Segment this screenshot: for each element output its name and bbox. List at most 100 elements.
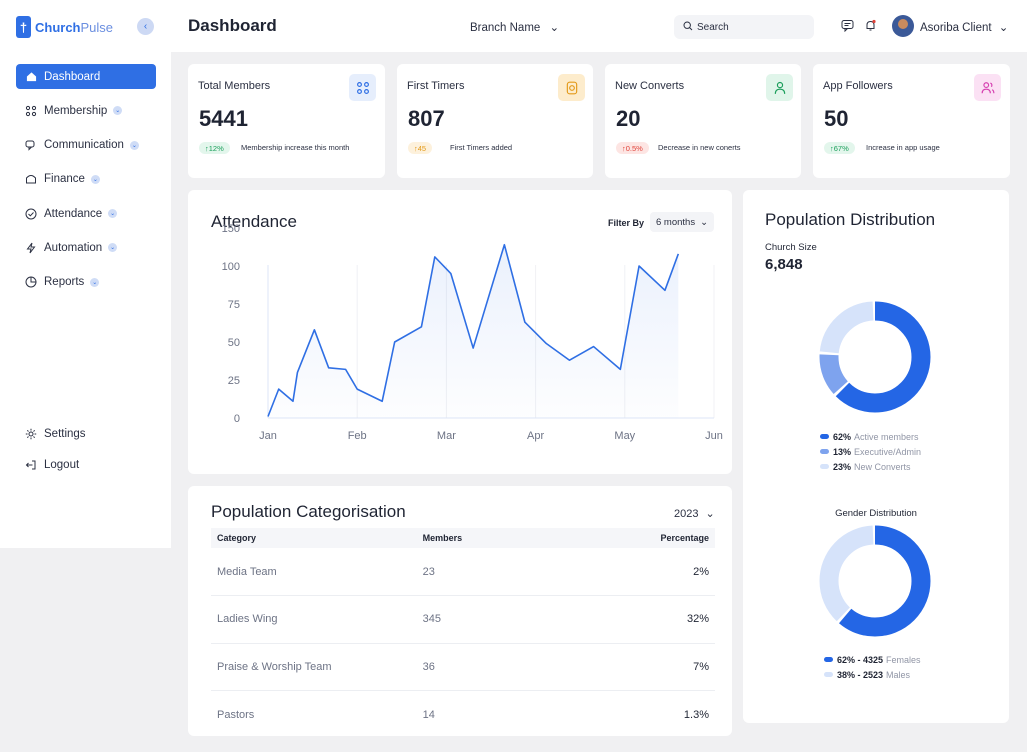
sidebar-item-label: Membership: [44, 104, 108, 117]
table-row: Media Team 23 2%: [211, 548, 715, 596]
attendance-chart: Jan Feb Mar Apr May Jun 0 25 50 75 100 150: [222, 223, 723, 442]
stat-badge: ↑67%: [824, 142, 855, 154]
category-cell: Ladies Wing: [211, 595, 417, 644]
chevron-down-icon[interactable]: ⌄: [113, 106, 123, 116]
legend-pct: 38% - 2523: [837, 669, 884, 680]
year-dropdown[interactable]: 2023 ⌄: [674, 507, 715, 520]
year-value: 2023: [674, 508, 699, 520]
sidebar-item-label: Communication: [44, 139, 124, 152]
chevron-down-icon: ⌄: [549, 22, 560, 34]
gender-legend: 62% - 4325 Females 38% - 2523 Males: [824, 652, 921, 682]
app-name: ChurchPulse: [35, 20, 113, 35]
legend-label: Executive/Admin: [854, 446, 922, 457]
logout-label: Logout: [44, 458, 80, 471]
attendance-title: Attendance: [211, 212, 298, 231]
gear-icon: [25, 428, 37, 440]
messages-icon[interactable]: [841, 19, 854, 35]
stat-card-new-converts[interactable]: New Converts 20 ↑0.5% Decrease in new co…: [605, 64, 801, 178]
sidebar-item-reports[interactable]: Reports ⌄: [16, 270, 156, 295]
distribution-card: Population Distribution Church Size 6,84…: [743, 190, 1009, 723]
legend-swatch: [820, 434, 829, 439]
gender-slice: [819, 525, 931, 637]
attendance-card: Attendance Filter By 6 months ⌄ Jan Feb Ma…: [188, 190, 732, 474]
legend-pct: 23%: [833, 461, 852, 472]
notification-bell-icon[interactable]: [864, 19, 877, 35]
sidebar: † ChurchPulse ‹ Dashboard Membership ⌄ C…: [0, 0, 171, 548]
sidebar-item-label: Automation: [44, 241, 103, 254]
legend-pct: 13%: [833, 446, 852, 457]
people-icon: [349, 74, 376, 101]
chat-icon: [25, 139, 37, 151]
search-input[interactable]: Search: [674, 15, 814, 39]
filter-label: Filter By: [608, 218, 645, 228]
chevron-down-icon[interactable]: ⌄: [108, 243, 118, 253]
stat-card-app-followers[interactable]: App Followers 50 ↑67% Increase in app us…: [813, 64, 1010, 178]
branch-selector[interactable]: Branch Name ⌄: [470, 20, 559, 34]
legend-label: Active members: [854, 431, 919, 442]
stat-title: New Converts: [615, 80, 685, 92]
category-cell: Praise & Worship Team: [211, 643, 417, 691]
settings-link[interactable]: Settings: [16, 421, 156, 446]
legend-pct: 62%: [833, 431, 852, 442]
sidebar-item-label: Attendance: [44, 207, 103, 220]
settings-label: Settings: [44, 427, 86, 440]
bolt-icon: [25, 242, 37, 254]
categorisation-table: Category Members Percentage Media Team 2…: [211, 528, 715, 738]
x-tick-label: Apr: [527, 430, 544, 442]
sidebar-bottom-nav: Settings Logout: [16, 421, 156, 483]
column-header-category: Category: [211, 528, 417, 548]
church-size-value: 6,848: [765, 256, 803, 273]
legend-label: Males: [886, 669, 911, 680]
stat-card-first-timers[interactable]: First Timers 807 ↑45 First Timers added: [397, 64, 593, 178]
percentage-cell: 2%: [616, 548, 715, 596]
logout-icon: [25, 459, 37, 471]
stat-title: First Timers: [407, 80, 465, 92]
user-menu[interactable]: Asoriba Client ⌄: [920, 20, 1008, 34]
legend-item: 62% - 4325 Females: [824, 652, 921, 667]
stat-value: 5441: [199, 106, 248, 131]
category-cell: Pastors: [217, 708, 255, 721]
stat-card-total-members[interactable]: Total Members 5441 ↑12% Membership incre…: [188, 64, 385, 178]
sidebar-item-attendance[interactable]: Attendance ⌄: [16, 201, 156, 226]
legend-item: 62% Active members: [820, 429, 921, 444]
filter-dropdown[interactable]: 6 months ⌄: [650, 212, 715, 232]
x-tick-label: Mar: [437, 430, 456, 442]
chevron-down-icon[interactable]: ⌄: [90, 277, 100, 287]
y-tick-label: 50: [228, 337, 240, 349]
sidebar-item-automation[interactable]: Automation ⌄: [16, 235, 156, 260]
chevron-down-icon[interactable]: ⌄: [129, 140, 139, 150]
column-header-percentage: Percentage: [616, 528, 715, 548]
page-title: Dashboard: [188, 16, 277, 35]
stat-title: Total Members: [198, 80, 271, 92]
search-placeholder: Search: [697, 21, 729, 33]
sidebar-item-finance[interactable]: Finance ⌄: [16, 167, 156, 192]
legend-label: New Converts: [854, 461, 911, 472]
population-slice: [819, 301, 931, 413]
x-tick-label: Jan: [259, 430, 277, 442]
avatar[interactable]: [892, 15, 914, 37]
user-name: Asoriba Client: [920, 22, 992, 34]
percentage-cell: 1.3%: [683, 708, 709, 721]
y-tick-label: 25: [228, 375, 240, 387]
app-logo[interactable]: † ChurchPulse: [16, 16, 113, 38]
sidebar-item-dashboard[interactable]: Dashboard: [16, 64, 156, 89]
table-header-row: Category Members Percentage: [211, 528, 715, 548]
stat-note: Decrease in new conerts: [658, 143, 741, 152]
legend-pct: 62% - 4325: [837, 654, 884, 665]
legend-swatch: [820, 449, 829, 454]
gender-distribution-title: Gender Distribution: [835, 508, 917, 519]
sidebar-item-membership[interactable]: Membership ⌄: [16, 98, 156, 123]
cross-logo-icon: †: [16, 16, 31, 38]
logout-link[interactable]: Logout: [16, 452, 156, 477]
attendance-area: [268, 244, 679, 418]
categorisation-card: Population Categorisation 2023 ⌄ Categor…: [188, 486, 732, 736]
population-legend: 62% Active members 13% Executive/Admin 23%…: [820, 429, 921, 474]
chevron-down-icon[interactable]: ⌄: [108, 209, 118, 219]
population-slice: [819, 301, 931, 413]
members-cell: 14: [422, 708, 435, 721]
collapse-sidebar-button[interactable]: ‹: [137, 18, 154, 35]
stat-badge: ↑12%: [199, 142, 230, 154]
chevron-down-icon[interactable]: ⌄: [90, 174, 100, 184]
percentage-cell: 7%: [616, 643, 715, 691]
sidebar-item-communication[interactable]: Communication ⌄: [16, 133, 156, 158]
